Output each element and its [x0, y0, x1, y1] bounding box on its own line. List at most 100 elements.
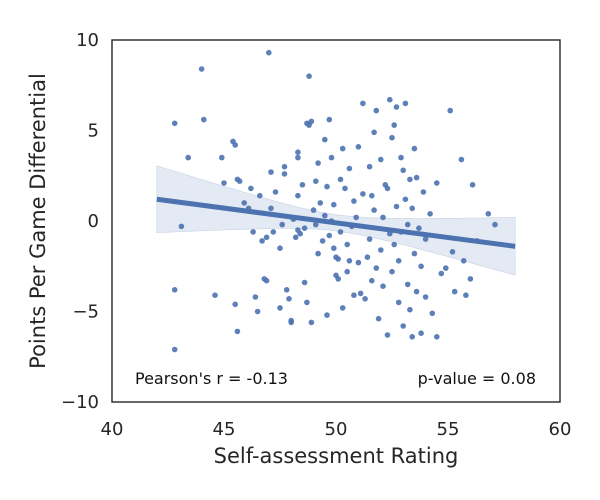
scatter-point [313, 178, 319, 184]
scatter-point [434, 180, 440, 186]
scatter-point [277, 305, 283, 311]
scatter-point [389, 134, 395, 141]
scatter-point [373, 265, 380, 271]
scatter-point [281, 163, 288, 170]
y-tick-label: 0 [88, 211, 99, 232]
scatter-point [375, 315, 382, 322]
scatter-point [411, 145, 418, 152]
scatter-point [360, 100, 366, 107]
scatter-point [411, 250, 418, 257]
scatter-point [364, 254, 371, 260]
scatter-point [467, 276, 474, 282]
scatter-point [232, 142, 238, 148]
scatter-point [313, 221, 319, 228]
scatter-point [263, 277, 270, 284]
scatter-point [344, 268, 351, 275]
scatter-point [324, 183, 330, 190]
scatter-point [171, 287, 178, 293]
scatter-point [463, 292, 469, 299]
scatter-point [322, 212, 328, 219]
scatter-point [263, 234, 270, 241]
scatter-point [315, 160, 321, 166]
scatter-point [366, 236, 373, 242]
scatter-point [393, 104, 400, 110]
scatter-point [292, 234, 299, 241]
scatter-point [369, 277, 375, 284]
scatter-point [326, 232, 333, 239]
x-tick-label: 55 [437, 419, 460, 440]
scatter-point [418, 330, 424, 337]
scatter-point [416, 225, 422, 231]
x-tick-label: 40 [101, 419, 124, 440]
x-tick-label: 45 [213, 419, 236, 440]
scatter-point [449, 249, 456, 255]
x-tick-label: 60 [549, 419, 572, 440]
scatter-point [178, 223, 185, 230]
scatter-point [268, 169, 274, 175]
scatter-point [418, 263, 424, 270]
scatter-point [395, 258, 402, 264]
scatter-point [234, 328, 241, 335]
scatter-point [337, 229, 344, 235]
x-tick-label: 50 [325, 419, 348, 440]
scatter-point [221, 180, 227, 186]
scatter-point [366, 163, 373, 170]
y-tick-label: 5 [88, 121, 99, 142]
scatter-point [427, 211, 433, 217]
scatter-point [344, 241, 351, 248]
scatter-point [331, 245, 337, 251]
y-tick-label: 10 [76, 30, 99, 51]
scatter-point [398, 154, 404, 161]
scatter-point [384, 185, 391, 192]
scatter-point [400, 167, 407, 174]
scatter-point [308, 319, 315, 326]
scatter-point [339, 305, 346, 311]
scatter-point [346, 165, 353, 172]
y-axis-label: Points Per Game Differential [26, 73, 50, 369]
scatter-point [355, 144, 362, 150]
scatter-point [259, 238, 265, 244]
scatter-point [422, 236, 429, 242]
y-tick-label: −10 [61, 392, 99, 413]
scatter-point [324, 312, 330, 318]
scatter-point [413, 288, 420, 295]
scatter-point [248, 185, 254, 192]
scatter-point [409, 205, 416, 212]
scatter-point [266, 49, 272, 56]
x-axis-label: Self-assessment Rating [214, 444, 459, 468]
scatter-point [254, 308, 261, 315]
scatter-point [434, 334, 440, 340]
scatter-point [279, 221, 286, 228]
scatter-point [171, 120, 178, 127]
scatter-point [404, 221, 411, 228]
scatter-point [391, 122, 398, 128]
scatter-point [362, 296, 368, 302]
scatter-point [380, 283, 386, 290]
scatter-point [236, 178, 243, 184]
scatter-point [360, 191, 366, 197]
scatter-point [357, 290, 364, 297]
scatter-point [404, 281, 411, 288]
x-tick-labels: 40 45 50 55 60 [101, 419, 572, 440]
scatter-point [299, 182, 306, 188]
scatter-point [351, 198, 357, 204]
scatter-point [283, 287, 290, 293]
scatter-point [460, 258, 467, 264]
pvalue-annotation: p-value = 0.08 [418, 369, 536, 388]
scatter-point [342, 185, 348, 192]
scatter-point [212, 292, 218, 299]
scatter-point [295, 149, 301, 155]
scatter-point [447, 107, 454, 114]
scatter-point [402, 100, 409, 107]
scatter-point [393, 203, 400, 210]
scatter-point [326, 116, 333, 123]
scatter-point [232, 301, 238, 308]
pearson-annotation: Pearson's r = -0.13 [135, 369, 288, 388]
scatter-point [171, 346, 178, 353]
scatter-point [185, 154, 191, 161]
scatter-point [268, 205, 274, 212]
scatter-point [250, 229, 256, 235]
scatter-point [378, 156, 384, 163]
scatter-point [402, 196, 409, 203]
